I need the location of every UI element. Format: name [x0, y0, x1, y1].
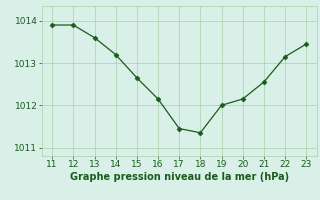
X-axis label: Graphe pression niveau de la mer (hPa): Graphe pression niveau de la mer (hPa) — [70, 172, 289, 182]
